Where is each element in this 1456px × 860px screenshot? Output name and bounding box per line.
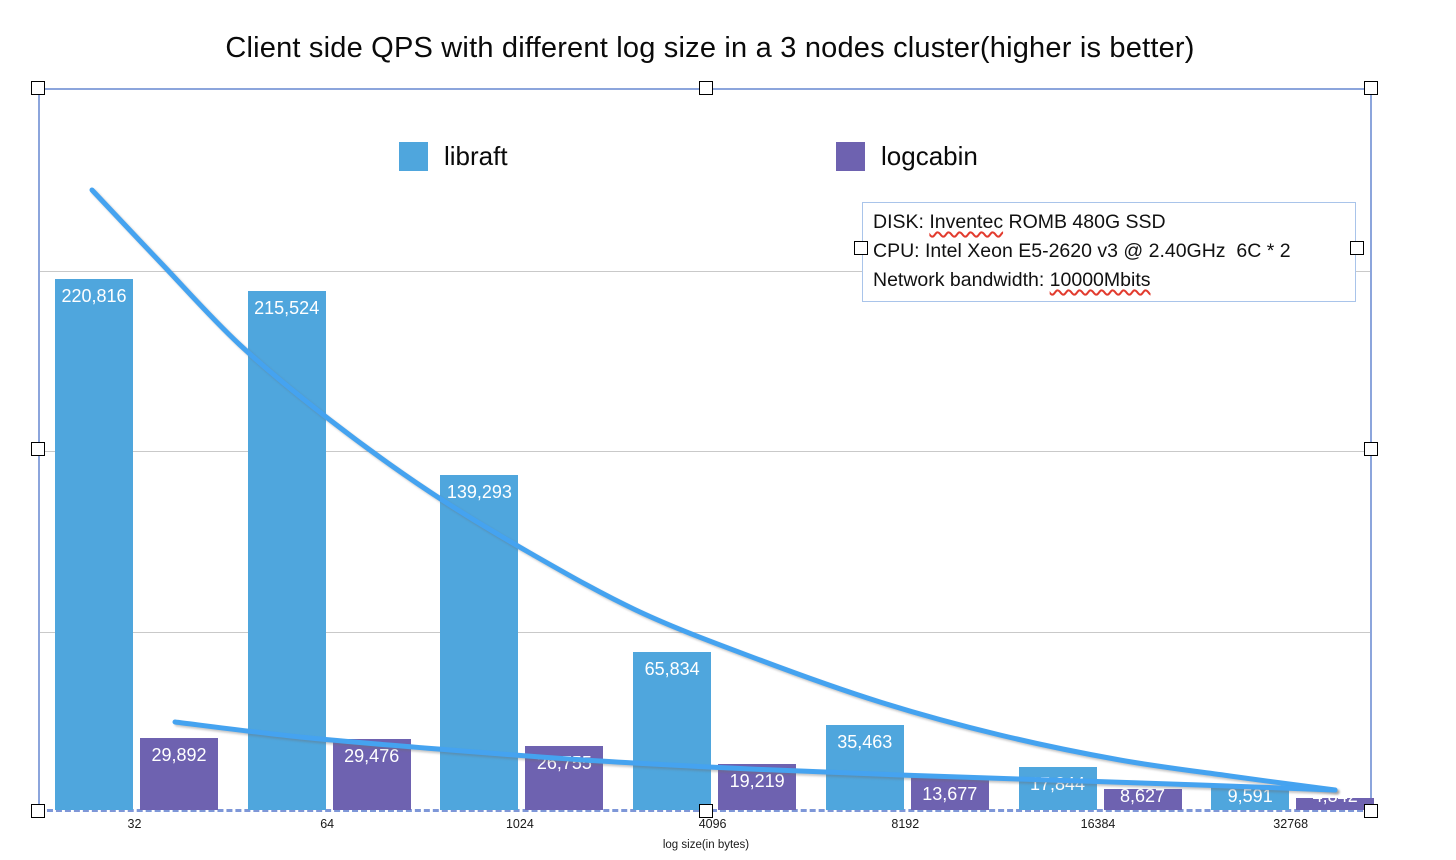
selection-handle[interactable] (1350, 241, 1364, 255)
x-tick-label-8192: 8192 (891, 817, 920, 831)
x-tick-label-1024: 1024 (505, 817, 534, 831)
bar-logcabin-16384[interactable] (1103, 789, 1182, 810)
x-tick-label-16384: 16384 (1080, 817, 1116, 831)
bar-libraft-4096[interactable] (633, 651, 712, 810)
bar-libraft-8192[interactable] (825, 724, 904, 810)
bar-logcabin-32[interactable] (140, 738, 218, 810)
x-tick-label-64: 64 (320, 817, 335, 831)
legend-item-libraft[interactable]: libraft (399, 141, 508, 172)
x-tick-label-32768: 32768 (1273, 817, 1309, 831)
spellcheck-word: Inventec (929, 211, 1004, 233)
plot-area: 220,816 215,524 139,293 65,834 35,463 17,844 9… (38, 88, 1375, 812)
legend-label-libraft: libraft (444, 141, 508, 171)
x-axis-title: log size(in bytes) (662, 839, 750, 851)
selection-handle[interactable] (1364, 81, 1378, 95)
selection-handle[interactable] (1364, 804, 1378, 818)
selection-handle[interactable] (31, 804, 45, 818)
chart-title[interactable]: Client side QPS with different log size … (225, 32, 1195, 64)
selection-handle[interactable] (31, 81, 45, 95)
legend-label-logcabin: logcabin (881, 141, 978, 171)
selection-handle[interactable] (699, 804, 713, 818)
selection-handle[interactable] (854, 241, 868, 255)
bar-libraft-32[interactable] (55, 278, 133, 810)
bar-logcabin-64[interactable] (332, 739, 411, 810)
bar-libraft-16384[interactable] (1018, 767, 1097, 810)
legend-swatch-logcabin (836, 142, 865, 171)
x-tick-label-32: 32 (127, 817, 142, 831)
annotation-line-network: Network bandwidth: 10000Mbits (873, 269, 1151, 291)
bar-logcabin-32768[interactable] (1296, 798, 1375, 810)
bar-libraft-1024[interactable] (440, 474, 519, 810)
bar-logcabin-8192[interactable] (910, 777, 989, 810)
selection-handle[interactable] (1364, 442, 1378, 456)
legend-item-logcabin[interactable]: logcabin (836, 141, 978, 172)
bar-logcabin-1024[interactable] (525, 745, 604, 810)
bar-libraft-32768[interactable] (1211, 786, 1290, 810)
legend-swatch-libraft (399, 142, 428, 171)
gridline (40, 631, 1370, 633)
selection-handle[interactable] (699, 81, 713, 95)
spellcheck-word: 10000Mbits (1049, 269, 1151, 291)
bar-logcabin-4096[interactable] (718, 763, 797, 810)
bar-libraft-64[interactable] (247, 291, 326, 810)
annotation-line-disk: DISK: Inventec ROMB 480G SSD (873, 211, 1166, 233)
gridline (40, 451, 1370, 452)
x-tick-label-4096: 4096 (698, 817, 727, 831)
selection-handle[interactable] (31, 442, 45, 456)
annotation-box[interactable]: DISK: Inventec ROMB 480G SSD CPU: Intel … (862, 202, 1356, 302)
annotation-line-cpu: CPU: Intel Xeon E5-2620 v3 @ 2.40GHz 6C … (873, 240, 1291, 262)
